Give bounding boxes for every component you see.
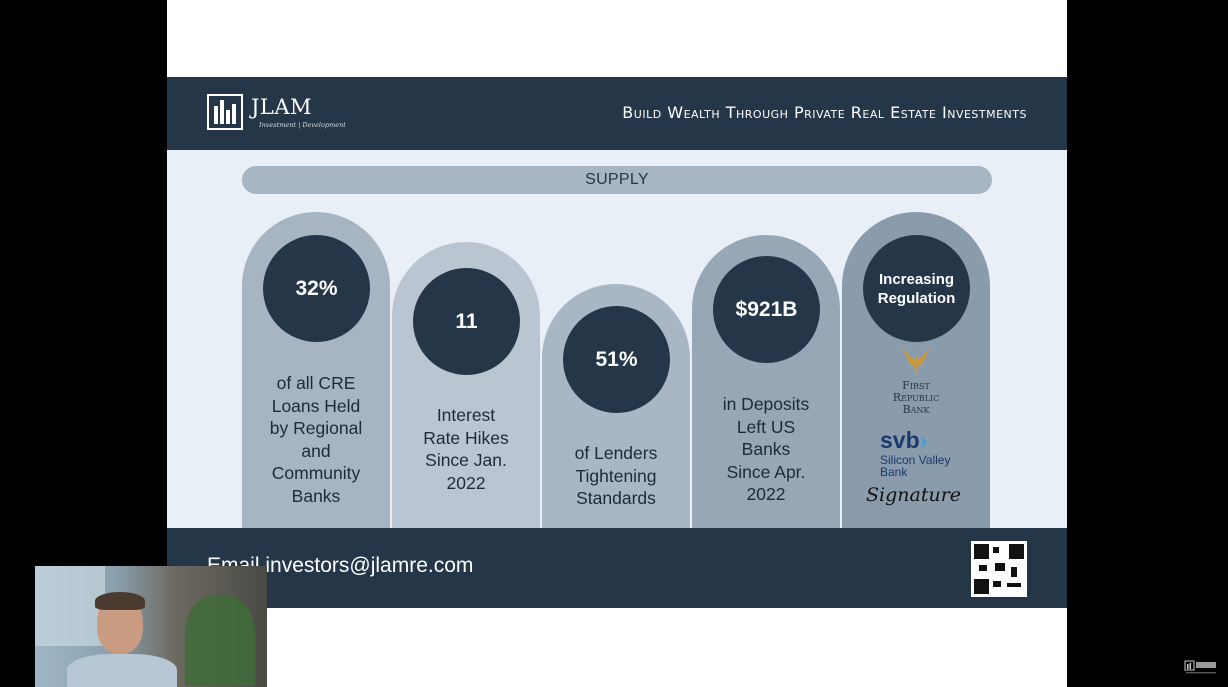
eagle-icon bbox=[902, 348, 930, 374]
stat-value-circle: 51% bbox=[563, 306, 670, 413]
desc-line: 2022 bbox=[446, 472, 486, 493]
chevron-right-icon: › bbox=[919, 427, 928, 453]
stat-value-circle: 11 bbox=[413, 268, 520, 375]
presenter-shirt bbox=[67, 654, 177, 687]
desc-line: Tightening bbox=[575, 465, 657, 486]
qr-code-icon bbox=[971, 541, 1027, 597]
desc-line: Banks bbox=[741, 439, 791, 459]
stat-description: Interest Rate Hikes Since Jan. 2022 bbox=[392, 404, 540, 494]
presentation-slide: JLAM Investment | Development Build Weal… bbox=[167, 0, 1067, 687]
section-label: SUPPLY bbox=[242, 166, 992, 194]
first-republic-line: First bbox=[902, 379, 930, 392]
desc-line: Community bbox=[271, 463, 361, 483]
svb-sub-line: Silicon Valley bbox=[880, 453, 951, 467]
desc-line: 2022 bbox=[746, 484, 786, 504]
stat-description: of all CRE Loans Held by Regional and Co… bbox=[242, 372, 390, 507]
stat-card-regulation: Increasing Regulation First Republic Ban… bbox=[842, 212, 990, 528]
slide-header: JLAM Investment | Development Build Weal… bbox=[167, 77, 1067, 150]
desc-line: and bbox=[301, 440, 331, 461]
first-republic-line: Bank bbox=[902, 403, 930, 416]
desc-line: Standards bbox=[576, 488, 656, 508]
slide-footer: Email investors@jlamre.com bbox=[167, 528, 1067, 608]
desc-line: Rate Hikes bbox=[423, 427, 509, 448]
stat-card-cre-loans: 32% of all CRE Loans Held by Regional an… bbox=[242, 212, 390, 528]
svb-wordmark: svb bbox=[880, 427, 920, 453]
stat-card-deposits: $921B in Deposits Left US Banks Since Ap… bbox=[692, 235, 840, 528]
desc-line: by Regional bbox=[269, 418, 363, 438]
logo-subtitle: Investment | Development bbox=[259, 121, 346, 129]
desc-line: Since Jan. bbox=[425, 450, 507, 470]
stat-description: of Lenders Tightening Standards bbox=[542, 442, 690, 510]
jlam-logo-icon bbox=[207, 94, 243, 130]
desc-line: Banks bbox=[291, 485, 341, 506]
stat-description: in Deposits Left US Banks Since Apr. 202… bbox=[692, 393, 840, 506]
desc-line: in Deposits bbox=[722, 394, 810, 414]
desc-line: Interest bbox=[436, 405, 496, 425]
svb-sub-line: Bank bbox=[880, 465, 908, 479]
stat-value-circle: $921B bbox=[713, 256, 820, 363]
slide-tagline: Build Wealth Through Private Real Estate… bbox=[622, 103, 1027, 122]
desc-line: Left US bbox=[736, 416, 796, 437]
stat-value-circle: 32% bbox=[263, 235, 370, 342]
desc-line: of Lenders bbox=[574, 443, 658, 463]
stat-card-lenders: 51% of Lenders Tightening Standards bbox=[542, 284, 690, 528]
stat-card-rate-hikes: 11 Interest Rate Hikes Since Jan. 2022 bbox=[392, 242, 540, 528]
jlam-watermark-icon bbox=[1184, 660, 1216, 674]
stat-value-circle: Increasing Regulation bbox=[863, 235, 970, 342]
contact-email: Email investors@jlamre.com bbox=[207, 554, 474, 577]
logo-text: JLAM bbox=[251, 95, 313, 119]
desc-line: Since Apr. bbox=[726, 461, 806, 482]
desc-line: Loans Held bbox=[271, 395, 361, 416]
signature-bank-logo: Signature bbox=[866, 484, 962, 506]
desc-line: of all CRE bbox=[276, 373, 356, 393]
webcam-video bbox=[35, 566, 267, 687]
first-republic-line: Republic bbox=[892, 391, 940, 404]
